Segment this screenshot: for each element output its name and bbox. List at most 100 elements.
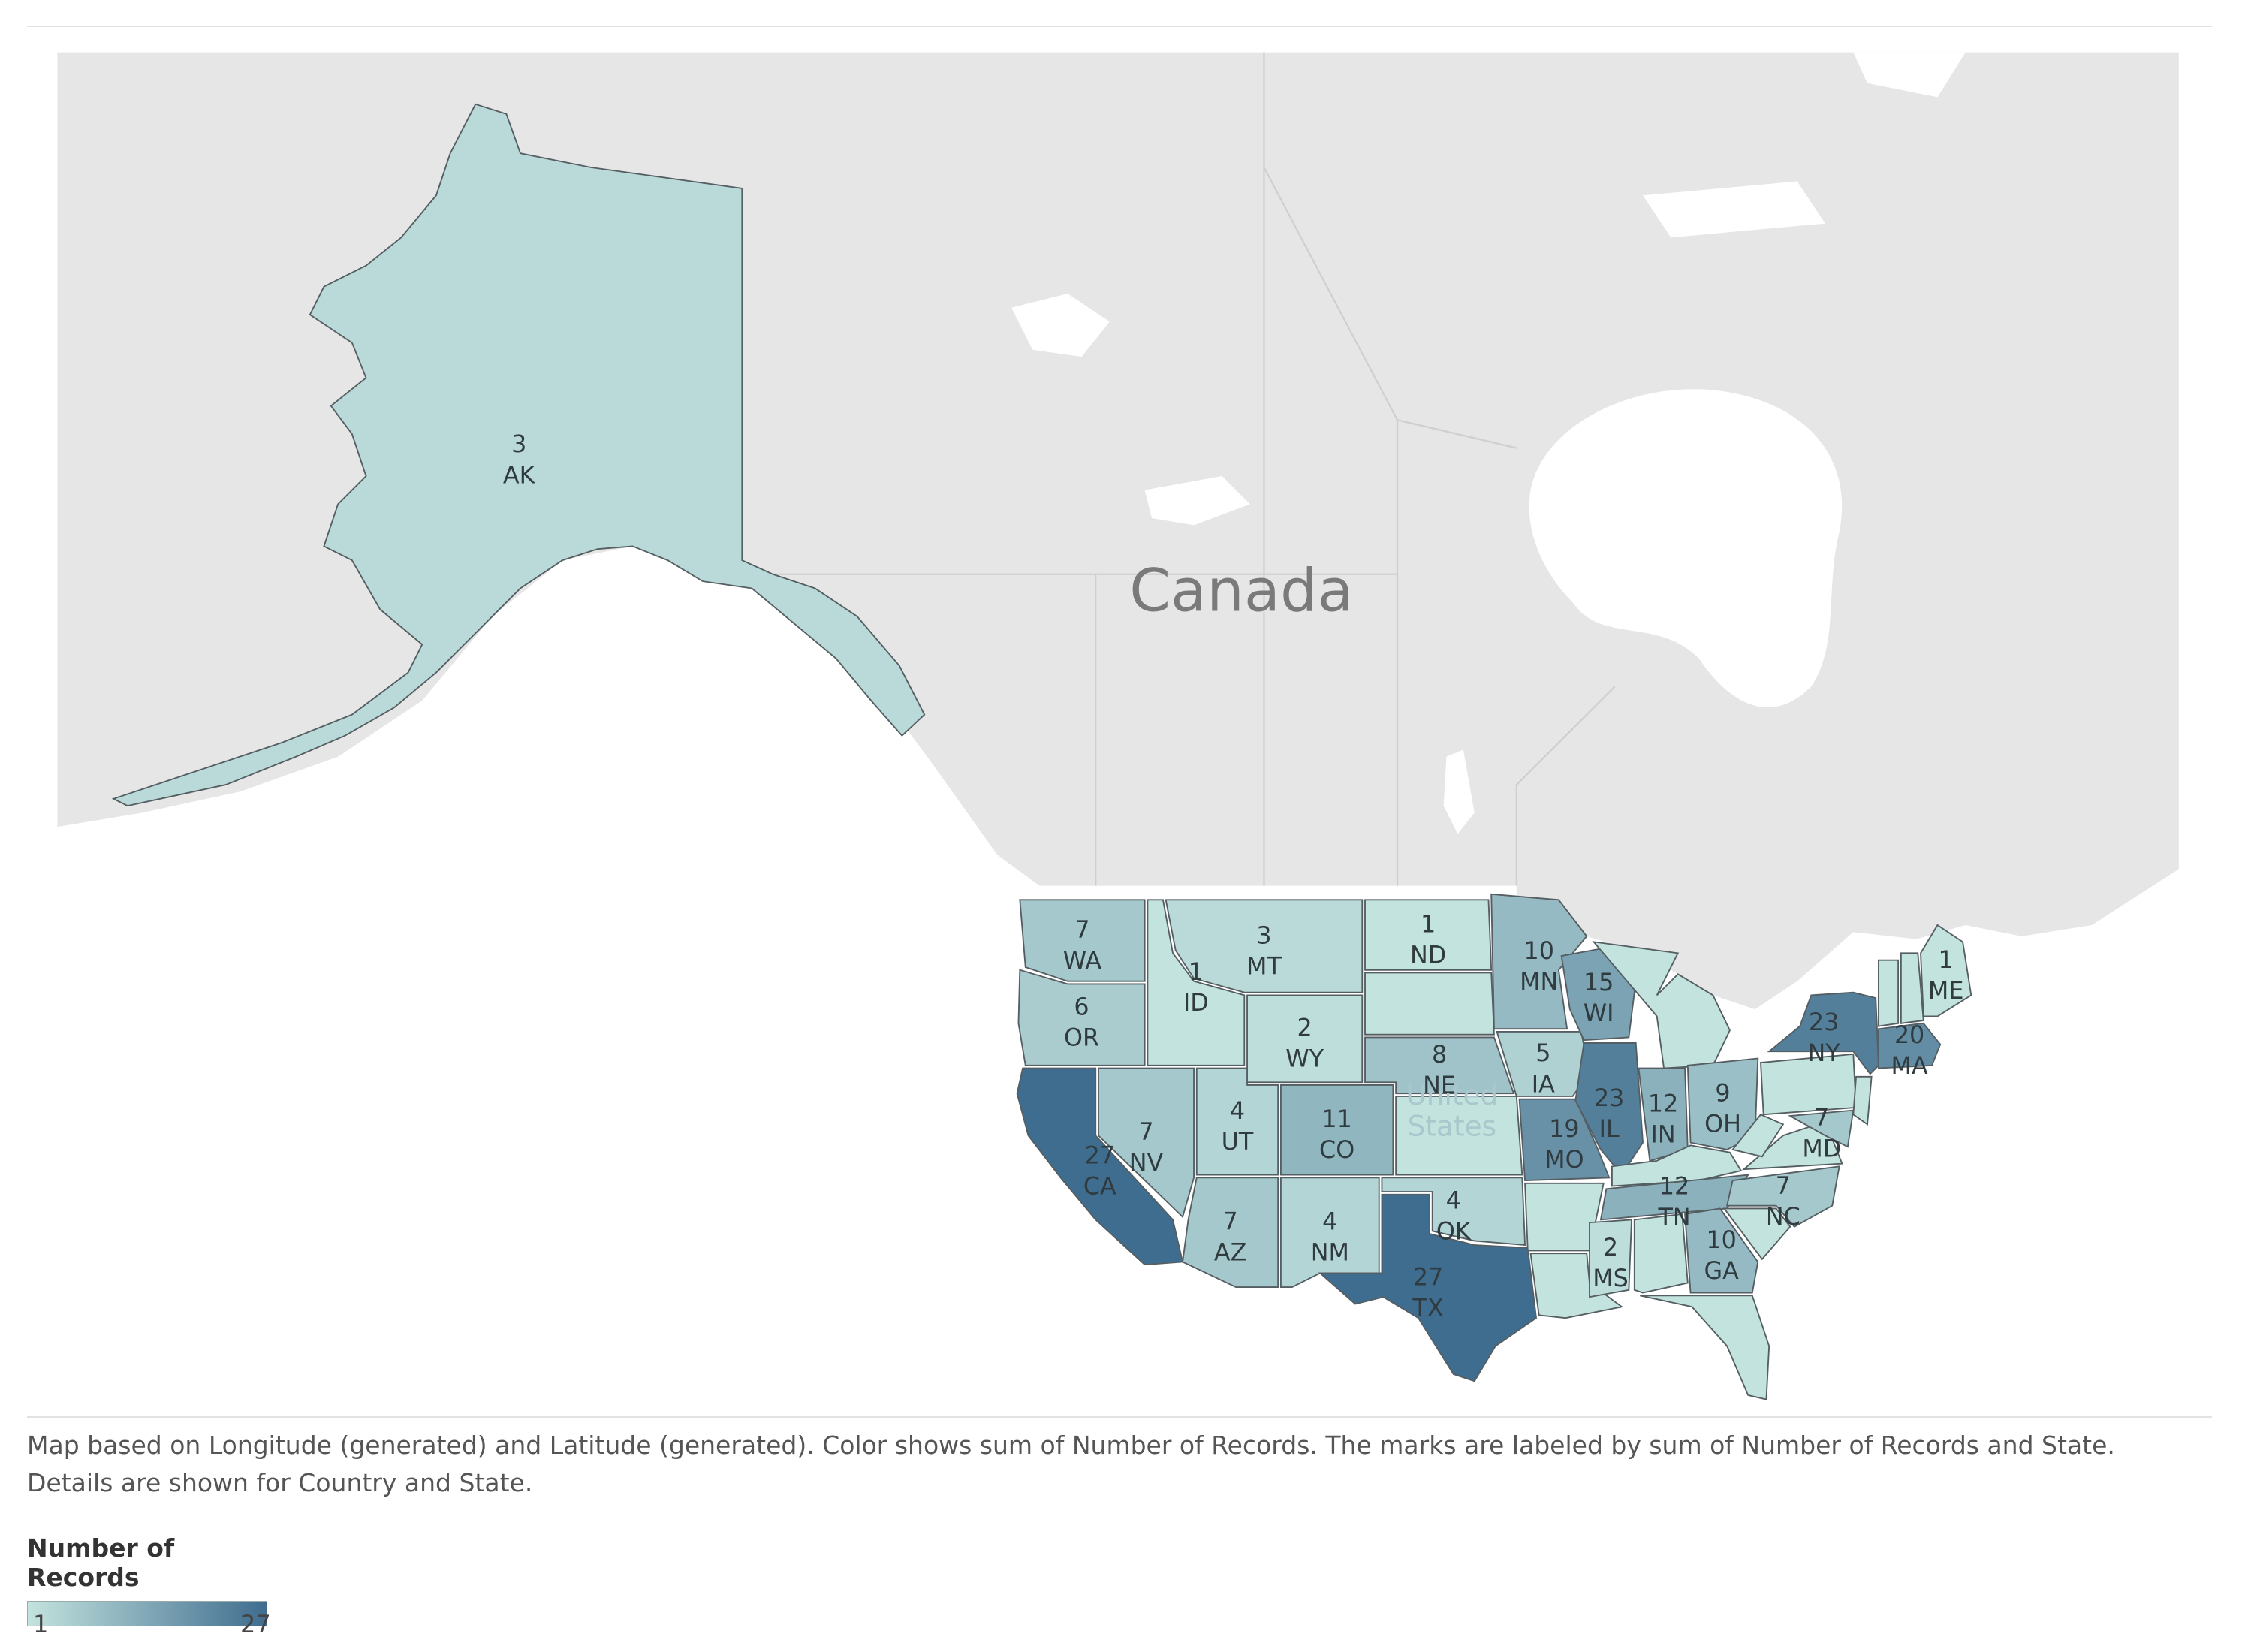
- state-ut[interactable]: [1195, 1067, 1279, 1176]
- legend-gradient-bar[interactable]: [27, 1601, 267, 1626]
- state-value-ma: 20: [1894, 1022, 1924, 1049]
- state-value-tx: 27: [1413, 1264, 1443, 1291]
- state-code-ma: MA: [1891, 1053, 1928, 1080]
- state-ma[interactable]: [1878, 1022, 1942, 1069]
- state-code-nm: NM: [1311, 1240, 1349, 1267]
- state-value-co: 11: [1321, 1106, 1351, 1133]
- state-ne[interactable]: [1364, 1036, 1515, 1095]
- state-value-ca: 27: [1085, 1143, 1115, 1170]
- state-mo[interactable]: [1518, 1098, 1611, 1182]
- state-value-nd: 1: [1421, 911, 1436, 938]
- state-code-tx: TX: [1412, 1295, 1444, 1322]
- color-legend[interactable]: Number of Records 1 27: [27, 1533, 282, 1638]
- state-value-tn: 12: [1659, 1174, 1689, 1201]
- state-value-nm: 4: [1322, 1208, 1337, 1235]
- state-nd[interactable]: [1364, 899, 1493, 971]
- state-wy[interactable]: [1246, 994, 1364, 1084]
- state-value-mo: 19: [1549, 1116, 1579, 1143]
- state-value-ut: 4: [1230, 1098, 1245, 1125]
- map-view[interactable]: Canada United States 3 AK 7 WA 6 OR 27 CA 1 ID 3 MT…: [27, 26, 2212, 1418]
- canada-label: Canada: [1129, 556, 1354, 625]
- state-id[interactable]: [1147, 899, 1246, 1066]
- state-ga[interactable]: [1684, 1207, 1759, 1294]
- state-value-nc: 7: [1776, 1173, 1791, 1200]
- state-code-ia: IA: [1532, 1071, 1555, 1098]
- state-wa[interactable]: [1019, 899, 1146, 982]
- state-value-wa: 7: [1074, 917, 1089, 944]
- state-mi[interactable]: [1592, 941, 1731, 1069]
- state-sc[interactable]: [1722, 1207, 1791, 1261]
- state-value-in: 12: [1648, 1090, 1678, 1117]
- state-mn[interactable]: [1490, 893, 1588, 1030]
- state-value-ny: 23: [1809, 1009, 1839, 1036]
- state-code-co: CO: [1319, 1137, 1354, 1164]
- state-code-nc: NC: [1766, 1204, 1800, 1231]
- state-value-il: 23: [1594, 1085, 1624, 1112]
- state-value-me: 1: [1939, 947, 1954, 974]
- state-value-or: 6: [1074, 994, 1089, 1021]
- state-code-ms: MS: [1593, 1265, 1629, 1292]
- state-nh[interactable]: [1900, 952, 1924, 1024]
- state-ak[interactable]: [111, 103, 926, 807]
- caption-line-1: Map based on Longitude (generated) and L…: [27, 1430, 2115, 1460]
- state-nv[interactable]: [1098, 1067, 1195, 1219]
- state-az[interactable]: [1182, 1177, 1279, 1289]
- state-tx[interactable]: [1318, 1193, 1537, 1382]
- great-slave-lake: [1144, 475, 1250, 526]
- state-co[interactable]: [1279, 1084, 1394, 1176]
- state-wv[interactable]: [1731, 1114, 1785, 1158]
- state-me[interactable]: [1920, 924, 1972, 1017]
- state-value-ia: 5: [1535, 1040, 1550, 1067]
- united-states-label-line2: States: [1408, 1109, 1496, 1142]
- state-fl[interactable]: [1640, 1295, 1770, 1400]
- state-code-md: MD: [1802, 1135, 1841, 1162]
- legend-min-label: 1: [33, 1610, 49, 1638]
- state-nj[interactable]: [1852, 1075, 1873, 1126]
- map-canvas[interactable]: Canada United States 3AK7WA6OR27CA1ID3MT…: [27, 27, 2212, 1416]
- state-code-wi: WI: [1584, 1000, 1614, 1027]
- arctic-island-1: [1853, 52, 1966, 98]
- state-al[interactable]: [1633, 1213, 1689, 1294]
- state-nc[interactable]: [1725, 1165, 1840, 1228]
- state-or[interactable]: [1017, 969, 1146, 1066]
- state-code-ak: AK: [503, 462, 536, 489]
- state-md[interactable]: [1788, 1109, 1855, 1148]
- state-code-ok: OK: [1436, 1219, 1472, 1246]
- state-code-tn: TN: [1657, 1204, 1690, 1231]
- state-code-oh: OH: [1704, 1111, 1741, 1138]
- state-code-nd: ND: [1410, 942, 1446, 969]
- state-ms[interactable]: [1589, 1219, 1633, 1298]
- state-ks[interactable]: [1395, 1096, 1523, 1176]
- state-value-ga: 10: [1706, 1227, 1736, 1254]
- state-value-ms: 2: [1603, 1234, 1618, 1262]
- state-ca[interactable]: [1016, 1067, 1184, 1266]
- state-code-mo: MO: [1544, 1147, 1584, 1174]
- state-value-oh: 9: [1715, 1080, 1730, 1107]
- state-code-in: IN: [1651, 1122, 1676, 1149]
- state-ok[interactable]: [1381, 1177, 1526, 1247]
- state-value-md: 7: [1814, 1105, 1829, 1132]
- state-code-ca: CA: [1083, 1174, 1116, 1201]
- state-code-mn: MN: [1520, 969, 1558, 996]
- state-la[interactable]: [1529, 1253, 1624, 1319]
- state-ny[interactable]: [1767, 991, 1879, 1075]
- state-value-ne: 8: [1432, 1042, 1447, 1069]
- province-borders: [745, 52, 1616, 886]
- state-value-ok: 4: [1446, 1187, 1461, 1214]
- arctic-channel: [1643, 181, 1825, 238]
- state-ky[interactable]: [1611, 1144, 1743, 1187]
- state-code-or: OR: [1064, 1025, 1099, 1052]
- caption-line-2: Details are shown for Country and State.: [27, 1468, 533, 1497]
- state-value-ak: 3: [511, 431, 526, 458]
- state-value-wy: 2: [1297, 1015, 1312, 1042]
- state-vt[interactable]: [1878, 959, 1900, 1027]
- lake-winnipeg: [1443, 749, 1475, 834]
- state-code-ny: NY: [1808, 1040, 1841, 1067]
- state-sd[interactable]: [1364, 972, 1495, 1036]
- state-labels: 3AK7WA6OR27CA1ID3MT2WY7NV4UT11CO7AZ4NM1N…: [503, 431, 1963, 1322]
- state-code-il: IL: [1599, 1116, 1620, 1143]
- great-bear-lake: [1011, 294, 1110, 357]
- state-code-ne: NE: [1423, 1072, 1456, 1099]
- state-mt[interactable]: [1165, 899, 1364, 993]
- state-code-wy: WY: [1285, 1046, 1324, 1073]
